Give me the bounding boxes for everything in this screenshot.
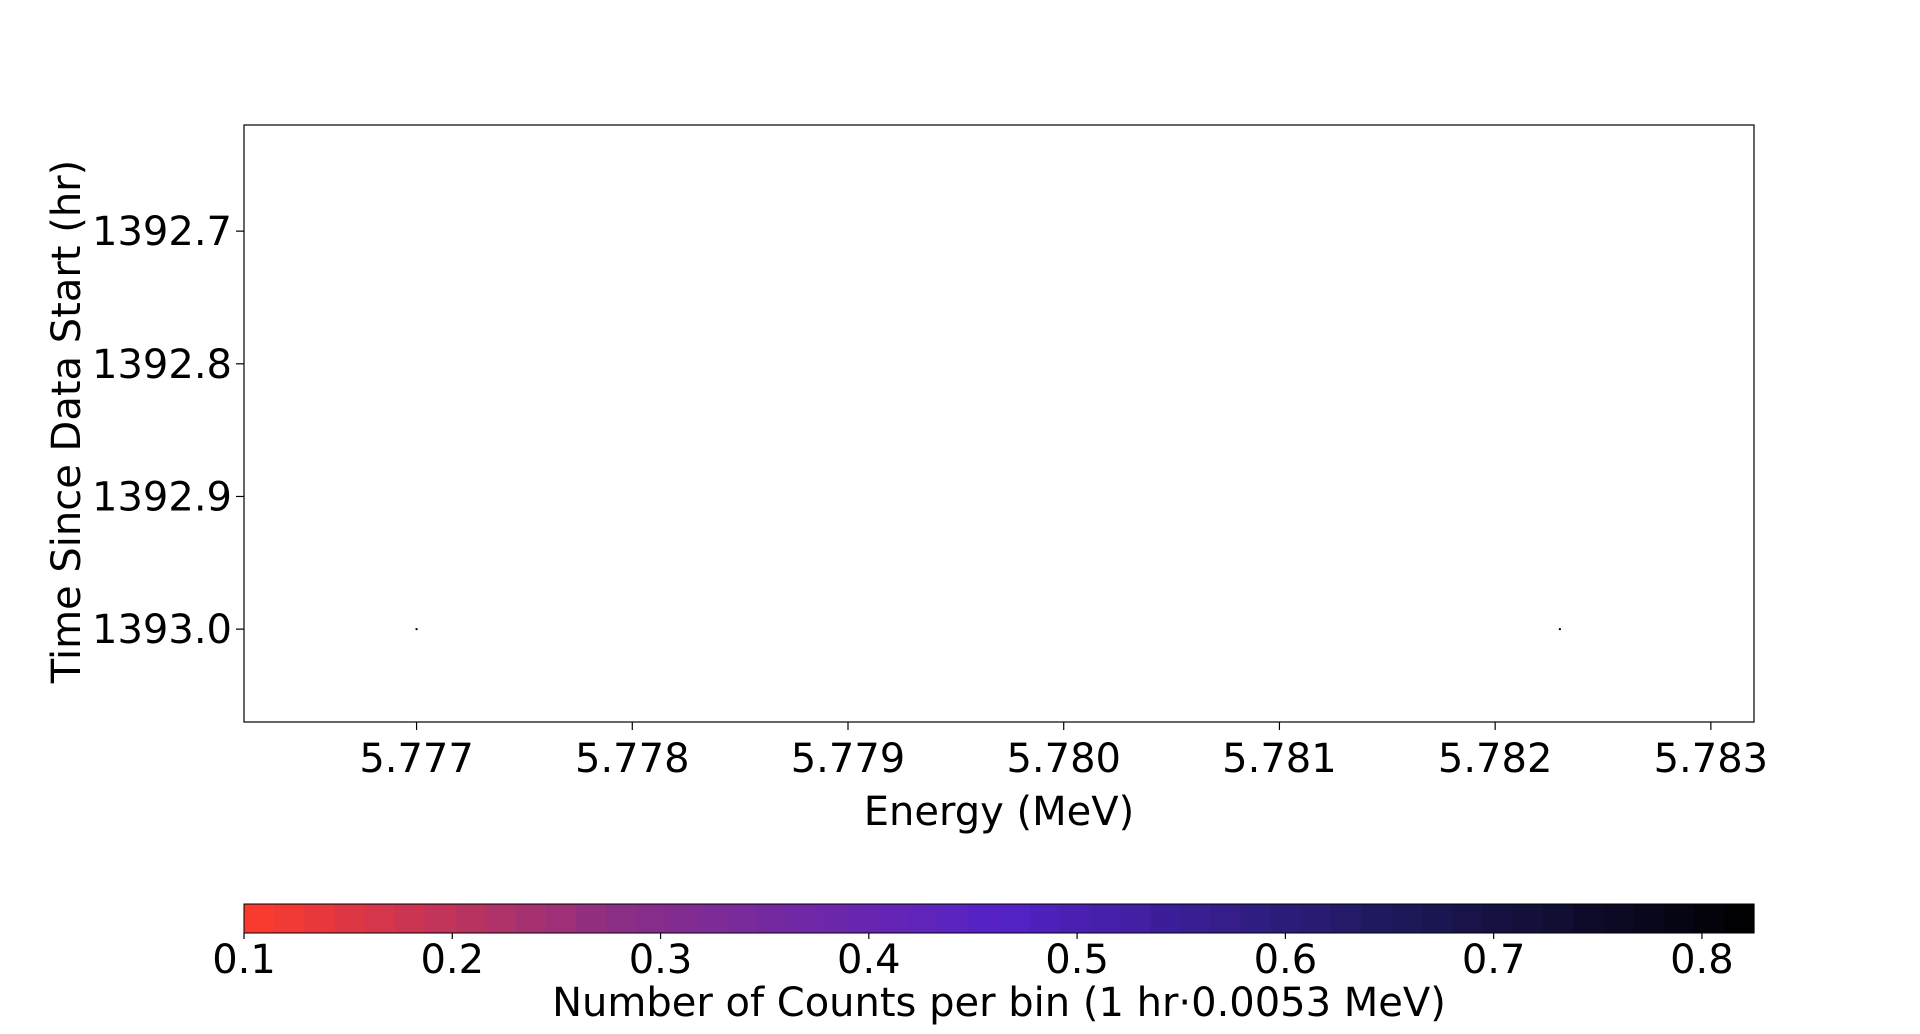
colorbar-cell	[1331, 904, 1362, 933]
colorbar-cell	[1210, 904, 1242, 933]
plot-area: 5.777 5.778 5.779 5.780 5.781 5.782 5.783 1392…	[92, 124, 1768, 782]
colorbar-frame	[243, 903, 1755, 934]
colorbar-cell	[546, 904, 577, 933]
colorbar-cell	[395, 904, 426, 933]
y-axis-label: Time Since Data Start (hr)	[44, 160, 90, 684]
colorbar-cell	[606, 904, 638, 933]
x-tick-label: 5.780	[1006, 736, 1121, 782]
x-axis-label: Energy (MeV)	[864, 789, 1134, 835]
colorbar-cell	[1693, 904, 1725, 933]
colorbar-cell	[1482, 904, 1513, 933]
colorbar-tick-label: 0.3	[629, 937, 693, 983]
colorbar-cell	[727, 904, 758, 933]
y-tick-label: 1392.9	[92, 474, 232, 520]
data-point-2	[1558, 628, 1561, 631]
colorbar-cell	[697, 904, 728, 933]
colorbar-cell	[1452, 904, 1483, 933]
x-tick-label: 5.778	[575, 736, 690, 782]
colorbar-label: Number of Counts per bin (1 hr·0.0053 Me…	[552, 980, 1446, 1026]
colorbar-cell	[666, 904, 698, 933]
x-tick-label: 5.782	[1438, 736, 1553, 782]
colorbar-cell	[1089, 904, 1121, 933]
colorbar-cell	[1270, 904, 1302, 933]
colorbar-cell	[636, 904, 668, 933]
colorbar-cell	[878, 904, 909, 933]
x-tick-label: 5.783	[1654, 736, 1769, 782]
plot-frame	[243, 124, 1755, 723]
colorbar-tick-label: 0.4	[837, 937, 901, 983]
colorbar-cell	[1180, 904, 1211, 933]
colorbar-cell	[1663, 904, 1695, 933]
colorbar-cell	[1240, 904, 1272, 933]
y-tick-label: 1392.7	[92, 209, 232, 255]
colorbar-cell	[425, 904, 456, 933]
colorbar-tick-label: 0.2	[420, 937, 484, 983]
x-tick-label: 5.779	[791, 736, 906, 782]
colorbar-tick-label: 0.6	[1254, 937, 1318, 983]
colorbar-cell	[1391, 904, 1423, 933]
colorbar-ticks: 0.1 0.2 0.3 0.4 0.5 0.6 0.7 0.8	[212, 933, 1734, 983]
colorbar-tick-label: 0.1	[212, 937, 276, 983]
colorbar-cell	[1301, 904, 1332, 933]
colorbar-cell	[304, 904, 336, 933]
colorbar-cell	[1059, 904, 1091, 933]
colorbar-cell	[515, 904, 547, 933]
y-tick-label: 1392.8	[92, 342, 232, 388]
colorbar-cell	[938, 904, 970, 933]
colorbar-cell	[485, 904, 517, 933]
colorbar-cell	[1150, 904, 1181, 933]
x-tick-label: 5.777	[359, 736, 474, 782]
data-point-1	[415, 628, 418, 631]
colorbar-cell	[455, 904, 487, 933]
colorbar-cell	[1361, 904, 1393, 933]
colorbar-cell	[848, 904, 879, 933]
x-tick-label: 5.781	[1222, 736, 1337, 782]
colorbar-cell	[1542, 904, 1574, 933]
colorbar-tick-label: 0.7	[1462, 937, 1526, 983]
colorbar-cell	[1603, 904, 1634, 933]
colorbar-cell	[334, 904, 366, 933]
colorbar-cell	[757, 904, 789, 933]
colorbar-cell	[1723, 904, 1755, 933]
colorbar-cell	[1421, 904, 1453, 933]
colorbar-gradient	[244, 904, 1755, 933]
colorbar: 0.1 0.2 0.3 0.4 0.5 0.6 0.7 0.8 Number of Count…	[212, 903, 1755, 1026]
colorbar-cell	[968, 904, 1000, 933]
colorbar-cell	[244, 904, 275, 933]
colorbar-cell	[787, 904, 819, 933]
colorbar-cell	[908, 904, 940, 933]
colorbar-tick-label: 0.8	[1670, 937, 1734, 983]
colorbar-cell	[364, 904, 396, 933]
colorbar-cell	[999, 904, 1030, 933]
colorbar-cell	[1119, 904, 1151, 933]
colorbar-cell	[1633, 904, 1664, 933]
colorbar-cell	[1029, 904, 1060, 933]
x-axis-ticks: 5.777 5.778 5.779 5.780 5.781 5.782 5.783	[359, 722, 1768, 782]
y-axis-ticks: 1392.7 1392.8 1392.9 1393.0	[92, 209, 244, 653]
colorbar-cell	[274, 904, 305, 933]
colorbar-cell	[576, 904, 607, 933]
colorbar-cell	[1512, 904, 1544, 933]
data-points	[415, 628, 1561, 631]
colorbar-cell	[817, 904, 849, 933]
y-tick-label: 1393.0	[92, 607, 232, 653]
colorbar-tick-label: 0.5	[1045, 937, 1109, 983]
colorbar-cell	[1572, 904, 1604, 933]
